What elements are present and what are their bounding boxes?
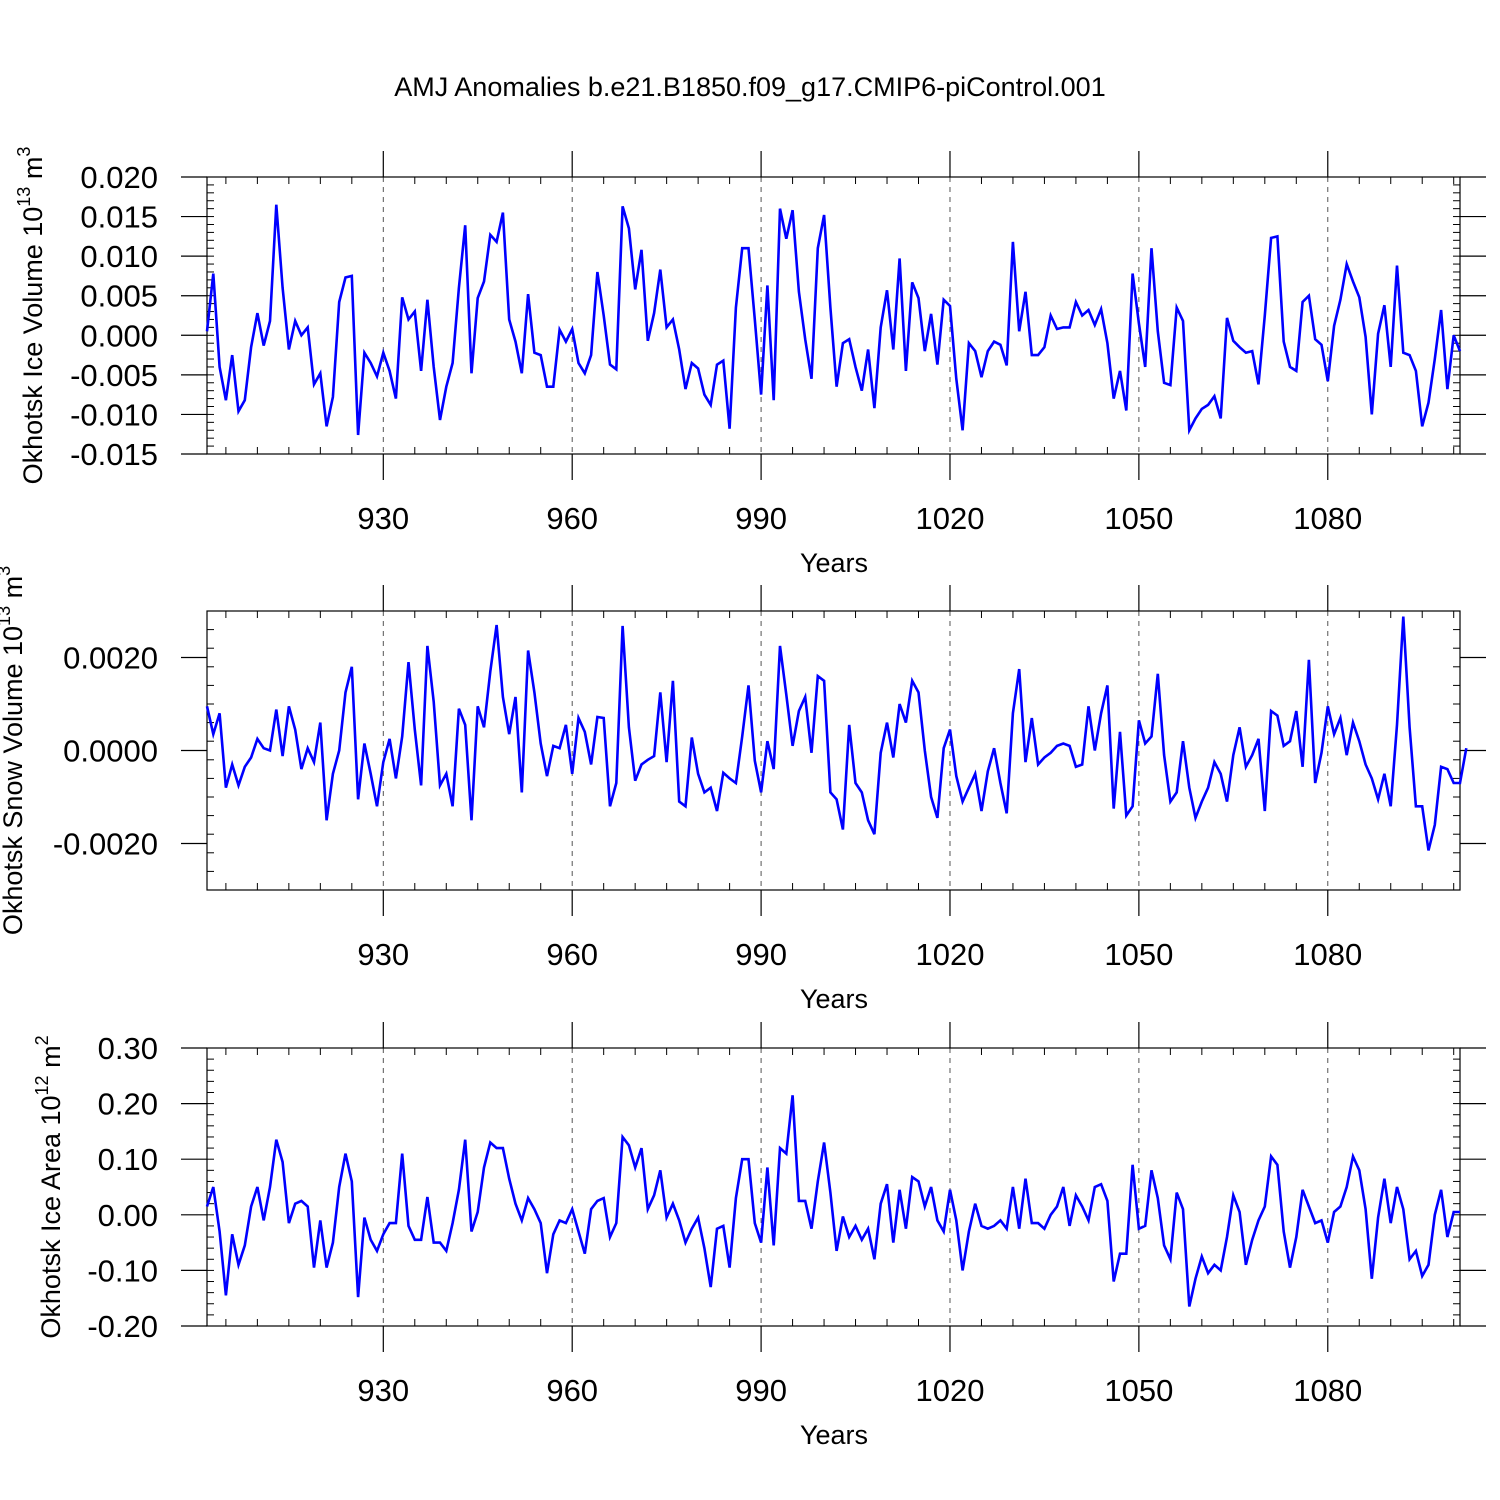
y-label-exponent: 13 [0,606,14,626]
x-tick-label: 1080 [1293,501,1362,536]
plot-frame [206,176,1461,455]
series-line-1 [205,616,1468,851]
snow-volume-panel: 930 960 990 1020 1050 1080 -0.0020 0.0000 0.0020… [0,566,1486,1014]
x-axis-label: Years [800,984,868,1014]
y-label-exponent: 13 [14,187,34,207]
x-tick-label: 990 [735,501,787,536]
x-tick-label: 1050 [1104,501,1173,536]
x-tick-label: 930 [357,501,409,536]
y-tick-label: 0.000 [80,318,158,353]
y-label-unit-exponent: 3 [14,147,34,157]
y-label-text: Okhotsk Snow Volume 10 [0,626,28,935]
x-tick-label: 1050 [1104,937,1173,972]
x-tick-label: 930 [357,1373,409,1408]
y-label-exponent: 12 [32,1075,52,1095]
x-tick-label: 1080 [1293,937,1362,972]
y-tick-label: 0.005 [80,279,158,314]
x-tick-label: 960 [546,1373,598,1408]
x-tick-label: 930 [357,937,409,972]
y-tick-label: -0.0020 [53,827,158,862]
x-tick-label: 1020 [916,937,985,972]
y-tick-label: 0.015 [80,200,158,235]
plot-frame [206,610,1461,891]
y-label-text: Okhotsk Ice Volume 10 [18,207,48,485]
y-tick-label: 0.20 [98,1087,158,1122]
x-tick-label: 960 [546,937,598,972]
y-label-text: Okhotsk Ice Area 10 [36,1095,66,1338]
series-line-0 [205,204,1462,436]
x-tick-label: 990 [735,937,787,972]
y-tick-label: 0.0020 [63,641,158,676]
y-tick-label: -0.10 [87,1253,158,1288]
y-tick-label: -0.010 [70,397,158,432]
plot-frame [206,1047,1461,1327]
y-label-unit-exponent: 3 [0,566,14,576]
y-tick-label: -0.005 [70,358,158,393]
x-axis-label: Years [800,548,868,578]
ice-volume-panel: 930 960 990 1020 1050 1080 -0.015 -0.010 -0.005 0… [14,147,1486,578]
y-label-unit: m [18,157,48,187]
ice-area-panel: 930 960 990 1020 1050 1080 -0.20 -0.10 0.00 0.10 0… [32,1022,1486,1450]
series-line-2 [205,1095,1460,1307]
x-tick-label: 1080 [1293,1373,1362,1408]
y-tick-label: -0.20 [87,1309,158,1344]
y-tick-label: 0.020 [80,160,158,195]
y-tick-label: 0.0000 [63,734,158,769]
y-tick-label: -0.015 [70,437,158,472]
x-tick-label: 960 [546,501,598,536]
y-tick-label: 0.010 [80,239,158,274]
y-axis-label: Okhotsk Ice Area 1012 m2 [32,1035,66,1338]
x-tick-label: 1020 [916,501,985,536]
y-axis-label: Okhotsk Ice Volume 1013 m3 [14,147,48,485]
x-tick-label: 990 [735,1373,787,1408]
y-label-unit-exponent: 2 [32,1035,52,1045]
y-tick-label: 0.00 [98,1198,158,1233]
y-tick-label: 0.30 [98,1031,158,1066]
y-axis-label: Okhotsk Snow Volume 1013 m3 [0,566,28,935]
y-label-unit: m [0,576,28,606]
figure-title: AMJ Anomalies b.e21.B1850.f09_g17.CMIP6-… [394,72,1106,102]
x-axis-label: Years [800,1420,868,1450]
y-label-unit: m [36,1045,66,1075]
x-tick-label: 1020 [916,1373,985,1408]
x-tick-label: 1050 [1104,1373,1173,1408]
y-tick-label: 0.10 [98,1142,158,1177]
